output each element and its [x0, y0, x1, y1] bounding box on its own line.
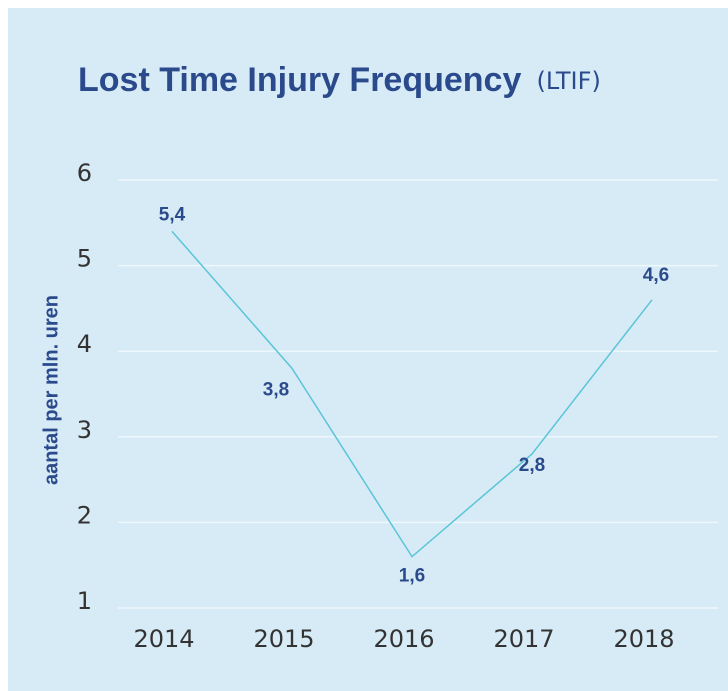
x-tick-label: 2014 — [133, 625, 194, 653]
x-tick-label: 2016 — [373, 625, 434, 653]
data-label: 5,4 — [159, 204, 186, 225]
y-tick-label: 4 — [77, 330, 92, 358]
title-main: Lost Time Injury Frequency — [78, 61, 521, 99]
data-label: 3,8 — [263, 379, 289, 400]
x-tick-label: 2018 — [613, 625, 674, 653]
data-label: 2,8 — [519, 455, 545, 476]
y-tick-label: 2 — [77, 501, 92, 529]
x-tick-label: 2015 — [253, 625, 314, 653]
y-tick-label: 6 — [77, 159, 92, 187]
y-tick-label: 3 — [77, 416, 92, 444]
title-suffix: (LTIF) — [536, 67, 600, 95]
y-tick-label: 5 — [77, 245, 92, 273]
y-tick-label: 1 — [77, 587, 92, 615]
line — [171, 230, 653, 558]
panel — [8, 8, 728, 691]
x-tick-label: 2017 — [493, 625, 554, 653]
data-label: 4,6 — [643, 265, 669, 286]
y-axis-label: aantal per mln. uren — [40, 295, 62, 485]
chart-title: Lost Time Injury Frequency (LTIF) — [78, 61, 601, 99]
data-label: 1,6 — [399, 566, 425, 587]
